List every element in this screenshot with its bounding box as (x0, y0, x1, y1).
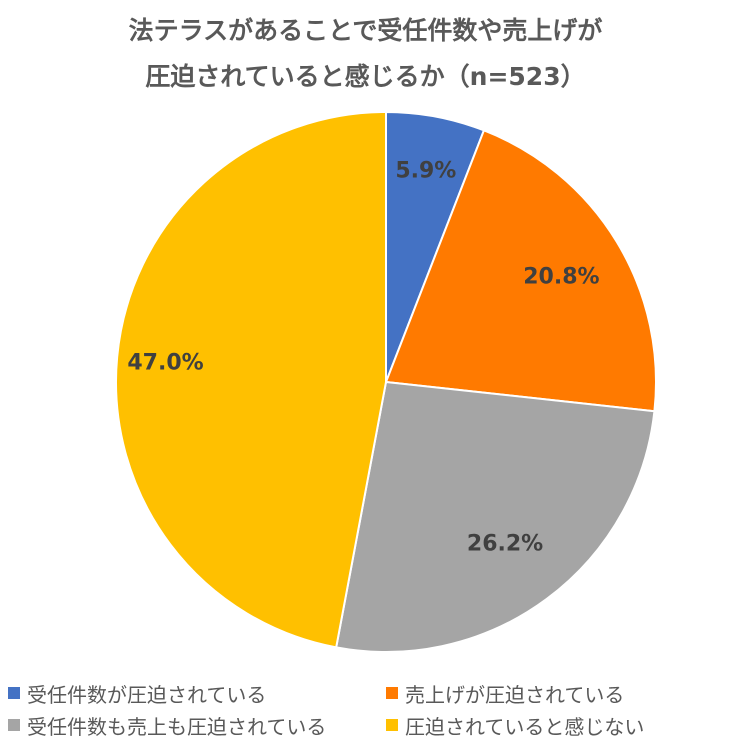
data-label-2: 20.8% (523, 265, 599, 290)
data-label-3: 26.2% (467, 531, 543, 556)
legend-item-2: 売上げが圧迫されている (386, 678, 624, 708)
legend-swatch-2 (386, 687, 398, 699)
pie-chart: 5.9% 20.8% 26.2% 47.0% (115, 110, 657, 653)
legend-swatch-4 (386, 719, 398, 731)
legend-label-3: 受任件数も売上も圧迫されている (27, 714, 327, 739)
legend-swatch-3 (8, 719, 20, 731)
data-label-1: 5.9% (395, 159, 456, 184)
chart-title-line-2: 圧迫されていると感じるか（n=523） (145, 62, 586, 91)
pie-slice-3 (335, 380, 656, 653)
legend-swatch-1 (8, 687, 20, 699)
legend-item-1: 受任件数が圧迫されている (8, 678, 266, 708)
chart-title-line-1: 法テラスがあることで受任件数や売上げが (128, 16, 603, 45)
chart-title: 法テラスがあることで受任件数や売上げが 圧迫されていると感じるか（n=523） (0, 8, 731, 100)
legend-label-4: 圧迫されていると感じない (405, 714, 645, 739)
legend: 受任件数が圧迫されている 売上げが圧迫されている 受任件数も売上も圧迫されている… (8, 676, 728, 742)
legend-item-3: 受任件数も売上も圧迫されている (8, 710, 326, 740)
pie-slice-4 (115, 110, 387, 649)
data-label-4: 47.0% (127, 350, 203, 375)
pie-slice-2 (384, 129, 657, 413)
legend-item-4: 圧迫されていると感じない (386, 710, 644, 740)
legend-label-1: 受任件数が圧迫されている (27, 682, 267, 707)
legend-label-2: 売上げが圧迫されている (405, 682, 625, 707)
